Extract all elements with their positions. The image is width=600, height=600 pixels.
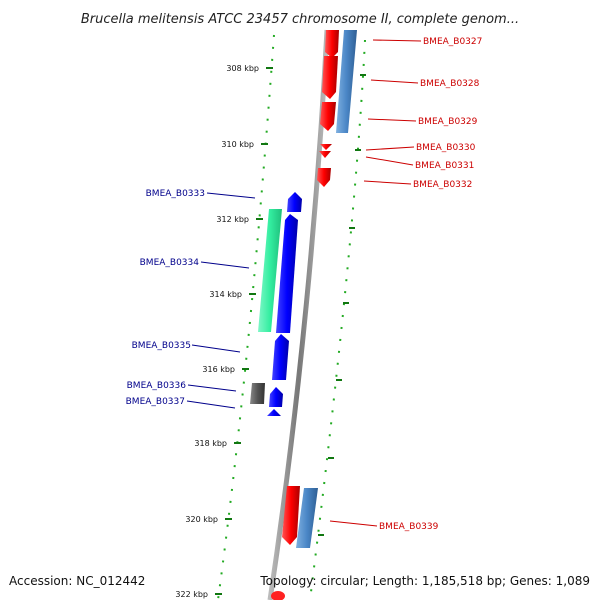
map-title: Brucella melitensis ATCC 23457 chromosom… xyxy=(81,12,519,27)
gene-label-b0329[interactable]: BMEA_B0329 xyxy=(418,117,478,127)
gene-label-b0336[interactable]: BMEA_B0336 xyxy=(127,381,187,391)
forward-blast-upper xyxy=(336,30,357,133)
forward-blast-lower xyxy=(296,488,318,548)
gene-feature-b0334[interactable] xyxy=(276,214,298,333)
gene-label-b0335[interactable]: BMEA_B0335 xyxy=(132,341,191,351)
forward-cds-upper xyxy=(317,30,339,187)
gene-label-b0328[interactable]: BMEA_B0328 xyxy=(420,79,480,89)
gene-label-b0337[interactable]: BMEA_B0337 xyxy=(126,397,185,407)
accession-text: Accession: NC_012442 xyxy=(9,574,145,588)
gene-label-b0333[interactable]: BMEA_B0333 xyxy=(146,189,205,199)
gene-feature-b0337[interactable] xyxy=(267,409,281,416)
gene-feature-b0333[interactable] xyxy=(287,192,302,212)
gene-feature-b0339[interactable] xyxy=(282,486,300,545)
topology-text: Topology: circular; Length: 1,185,518 bp… xyxy=(259,574,590,588)
tick-label-322: 322 kbp xyxy=(175,590,208,599)
tick-label-308: 308 kbp xyxy=(226,64,259,73)
reverse-cds-cluster xyxy=(267,192,302,416)
right-leader-lines xyxy=(329,39,422,527)
tick-label-320: 320 kbp xyxy=(185,515,218,524)
gene-feature-b0328[interactable] xyxy=(322,56,338,99)
gene-feature-b0327[interactable] xyxy=(325,30,339,58)
tick-label-316: 316 kbp xyxy=(202,365,235,374)
gene-label-b0327[interactable]: BMEA_B0327 xyxy=(423,37,482,47)
gene-label-b0330[interactable]: BMEA_B0330 xyxy=(416,143,476,153)
tick-label-318: 318 kbp xyxy=(194,439,227,448)
outer-dotted-ring-right xyxy=(309,39,366,600)
gene-feature-b0331[interactable] xyxy=(319,151,331,158)
scale-tick-marks xyxy=(215,67,273,595)
gene-feature-b0329[interactable] xyxy=(320,102,336,131)
gene-feature-b0332[interactable] xyxy=(317,168,331,187)
tick-label-310: 310 kbp xyxy=(221,140,254,149)
tick-label-314: 314 kbp xyxy=(209,290,242,299)
gene-label-b0331[interactable]: BMEA_B0331 xyxy=(415,161,474,171)
gray-feature xyxy=(250,383,265,404)
gene-label-b0339[interactable]: BMEA_B0339 xyxy=(379,522,439,532)
gene-feature-b0335[interactable] xyxy=(272,334,289,380)
gene-feature-b0330[interactable] xyxy=(320,144,332,150)
tick-label-312: 312 kbp xyxy=(216,215,249,224)
reverse-blast-hit xyxy=(258,209,282,332)
gene-feature-b0336[interactable] xyxy=(269,387,283,407)
left-leader-lines xyxy=(186,192,256,409)
backbone-end-marker xyxy=(271,591,285,600)
right-minor-dashes xyxy=(318,74,366,536)
gene-label-b0334[interactable]: BMEA_B0334 xyxy=(140,258,200,268)
gene-label-b0332[interactable]: BMEA_B0332 xyxy=(413,180,472,190)
